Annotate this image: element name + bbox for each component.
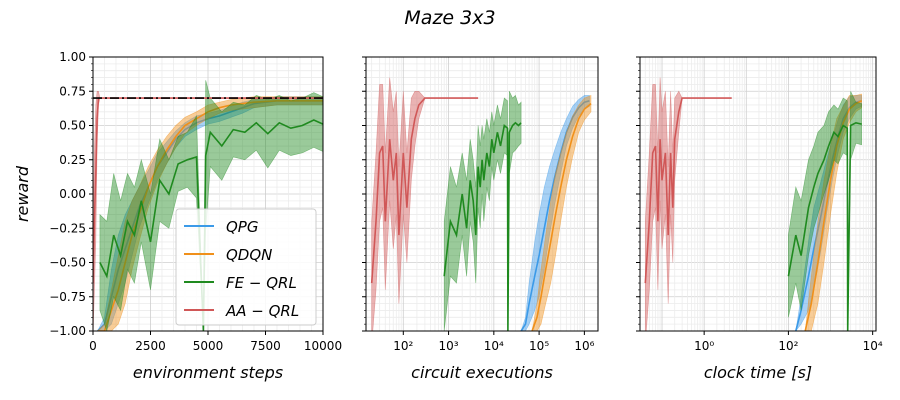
x-axis-label: clock time [s] bbox=[704, 363, 812, 382]
x-axis-label: circuit executions bbox=[411, 363, 553, 382]
x-tick-label: 10⁰ bbox=[694, 339, 714, 353]
x-tick-label: 10² bbox=[393, 339, 413, 353]
band-qpg bbox=[97, 96, 323, 331]
line-qdqn bbox=[531, 102, 592, 331]
band-fe-qrl bbox=[788, 91, 862, 331]
x-tick-label: 2500 bbox=[135, 339, 166, 353]
line-qdqn bbox=[97, 100, 323, 331]
x-tick-label: 10⁴ bbox=[484, 339, 504, 353]
panel-2: 10² 10³ 10⁴ 10⁵ 10⁶ circuit executions bbox=[362, 56, 599, 382]
x-tick-label: 10⁶ bbox=[574, 339, 594, 353]
y-tick-label: −0.50 bbox=[49, 256, 86, 270]
y-tick-label: 0.25 bbox=[59, 153, 86, 167]
legend-label-aa-qrl: AA − QRL bbox=[225, 302, 299, 320]
x-tick-label: 10⁴ bbox=[863, 339, 883, 353]
x-axis-label: environment steps bbox=[133, 363, 283, 382]
x-tick-label: 10000 bbox=[304, 339, 342, 353]
y-tick-label: −0.75 bbox=[49, 290, 86, 304]
y-tick-label: −1.00 bbox=[49, 324, 86, 338]
y-tick-label: 0.00 bbox=[59, 187, 86, 201]
figure-title: Maze 3x3 bbox=[404, 7, 495, 29]
x-tick-label: 7500 bbox=[250, 339, 281, 353]
line-qdqn bbox=[804, 100, 863, 331]
panel-3-series bbox=[644, 77, 863, 331]
legend: QPG QDQN FE − QRL AA − QRL bbox=[175, 208, 317, 326]
y-tick-label: 0.50 bbox=[59, 119, 86, 133]
y-tick-label: 0.75 bbox=[59, 84, 86, 98]
x-tick-label: 10⁵ bbox=[529, 339, 549, 353]
plots-area: 1.00 0.75 0.50 0.25 0.00 −0.25 −0.50 −0.75 −1.00… bbox=[49, 50, 883, 382]
band-qdqn bbox=[97, 96, 323, 331]
x-tick-label: 0 bbox=[89, 339, 97, 353]
line-aa-qrl bbox=[370, 97, 479, 284]
y-axis-label: reward bbox=[13, 165, 32, 222]
line-fe-qrl bbox=[787, 121, 862, 331]
panel-3: 10⁰ 10² 10⁴ clock time [s] bbox=[636, 56, 883, 382]
y-tick-label: −0.25 bbox=[49, 221, 86, 235]
line-qpg bbox=[520, 100, 590, 331]
panel-1: 1.00 0.75 0.50 0.25 0.00 −0.25 −0.50 −0.75 −1.00… bbox=[49, 50, 342, 382]
y-tick-label: 1.00 bbox=[59, 50, 86, 64]
legend-label-fe-qrl: FE − QRL bbox=[226, 274, 297, 292]
band-fe-qrl bbox=[99, 80, 323, 331]
legend-label-qpg: QPG bbox=[226, 218, 258, 236]
band-fe-qrl bbox=[443, 91, 522, 331]
panel-2-series bbox=[370, 77, 592, 331]
x-tick-label: 10² bbox=[778, 339, 798, 353]
line-fe-qrl bbox=[443, 121, 522, 331]
line-aa-qrl bbox=[644, 97, 732, 284]
line-qpg bbox=[97, 100, 323, 331]
legend-label-qdqn: QDQN bbox=[226, 246, 272, 264]
x-tick-label: 10³ bbox=[439, 339, 459, 353]
x-tick-label: 5000 bbox=[193, 339, 224, 353]
legend-box bbox=[175, 208, 317, 326]
